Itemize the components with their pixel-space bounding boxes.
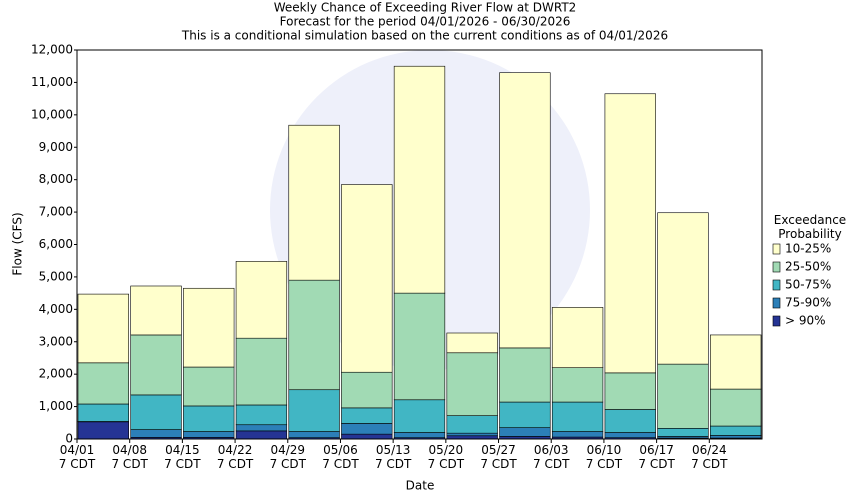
bar-segment: [499, 427, 551, 437]
x-tick-label: 04/22 7 CDT: [216, 443, 254, 471]
y-tick-label: 8,000: [39, 172, 73, 186]
x-tick-label: 05/13 7 CDT: [374, 443, 412, 471]
bar-segment: [710, 334, 762, 390]
x-tick-label: 05/27 7 CDT: [480, 443, 517, 471]
bar-segment: [341, 371, 393, 409]
bar-segment: [551, 367, 604, 403]
y-tick-label: 7,000: [39, 205, 73, 219]
x-tick-label: 06/03 7 CDT: [533, 443, 570, 471]
y-tick-label: 6,000: [39, 237, 73, 251]
bar-segment: [183, 431, 235, 438]
bar-segment: [393, 399, 446, 433]
bar-segment: [77, 293, 129, 364]
bar-segment: [657, 363, 709, 429]
chart-subtitle: This is a conditional simulation based o…: [181, 29, 668, 43]
bar-segment: [551, 401, 604, 432]
bar-segment: [341, 433, 393, 440]
legend-swatch: [772, 297, 781, 309]
legend-swatch: [772, 261, 781, 273]
x-tick-label: 06/17 7 CDT: [638, 443, 675, 471]
y-tick-label: 1,000: [39, 399, 73, 413]
bar-segment: [446, 415, 498, 434]
legend-label: 10-25%: [785, 242, 831, 256]
bar-segment: [77, 362, 129, 405]
bar-segment: [288, 389, 340, 432]
x-tick-label: 04/29 7 CDT: [269, 443, 306, 471]
bar-segment: [710, 425, 762, 436]
bar-segment: [341, 184, 393, 373]
bar-segment: [341, 407, 393, 424]
y-tick-label: 12,000: [31, 43, 73, 57]
bar-segment: [499, 401, 551, 428]
bar-segment: [710, 435, 762, 439]
x-tick-label: 06/10 7 CDT: [585, 443, 623, 471]
bar-segment: [499, 347, 551, 403]
bar-segment: [77, 403, 129, 422]
legend-swatch: [772, 243, 781, 255]
bar-segment: [130, 429, 182, 438]
bar-segment: [288, 124, 340, 281]
bar-segment: [288, 279, 340, 391]
bar-segment: [393, 65, 446, 294]
y-tick-label: 10,000: [31, 107, 73, 121]
bar-segment: [551, 431, 604, 438]
x-tick-label: 04/01 7 CDT: [58, 443, 96, 471]
bar-segment: [604, 372, 656, 410]
y-tick-label: 0: [65, 432, 73, 446]
bar-segment: [446, 352, 498, 416]
bar-segment: [341, 423, 393, 435]
bar-segment: [657, 212, 709, 365]
chart-title: Weekly Chance of Exceeding River Flow at…: [274, 1, 577, 15]
bar-segment: [657, 428, 709, 437]
y-tick-label: 11,000: [31, 75, 73, 89]
y-tick-label: 3,000: [39, 334, 73, 348]
bar-segment: [130, 394, 182, 430]
bar-segment: [235, 424, 288, 432]
bar-segment: [710, 388, 762, 427]
bar-segment: [604, 93, 656, 374]
legend-label: 75-90%: [785, 296, 831, 310]
bar-segment: [183, 287, 235, 368]
x-tick-label: 04/08 7 CDT: [111, 443, 148, 471]
x-tick-label: 06/24 7 CDT: [691, 443, 728, 471]
legend-swatch: [772, 315, 781, 327]
x-tick-label: 04/15 7 CDT: [164, 443, 201, 471]
bar-segment: [130, 334, 182, 396]
y-tick-label: 2,000: [39, 367, 73, 381]
bar-segment: [183, 366, 235, 407]
y-tick-label: 4,000: [39, 302, 73, 316]
plot-frame: [76, 49, 763, 440]
bar-segment: [551, 307, 604, 368]
legend-swatch: [772, 279, 781, 291]
legend-title: Exceedance Probability: [773, 213, 847, 241]
bar-segment: [130, 285, 182, 336]
bar-segment: [393, 432, 446, 439]
x-axis-label: Date: [406, 479, 435, 493]
bar-segment: [77, 421, 129, 440]
y-axis-label: Flow (CFS): [11, 212, 25, 275]
bar-segment: [235, 261, 288, 339]
x-tick-label: 05/06 7 CDT: [322, 443, 359, 471]
bar-segment: [183, 405, 235, 432]
bar-segment: [235, 404, 288, 426]
bar-segment: [235, 337, 288, 406]
bar-segment: [288, 431, 340, 439]
bar-segment: [393, 292, 446, 401]
x-tick-label: 05/20 7 CDT: [427, 443, 465, 471]
legend-label: > 90%: [785, 314, 826, 328]
bar-segment: [604, 432, 656, 439]
y-tick-label: 5,000: [39, 269, 73, 283]
chart-subtitle: Forecast for the period 04/01/2026 - 06/…: [280, 15, 571, 29]
legend-label: 25-50%: [785, 260, 831, 274]
legend-label: 50-75%: [785, 278, 831, 292]
bar-segment: [604, 409, 656, 433]
bar-segment: [446, 432, 498, 437]
bar-segment: [446, 332, 498, 354]
y-tick-label: 9,000: [39, 140, 73, 154]
bar-segment: [235, 430, 288, 440]
bar-segment: [499, 72, 551, 349]
